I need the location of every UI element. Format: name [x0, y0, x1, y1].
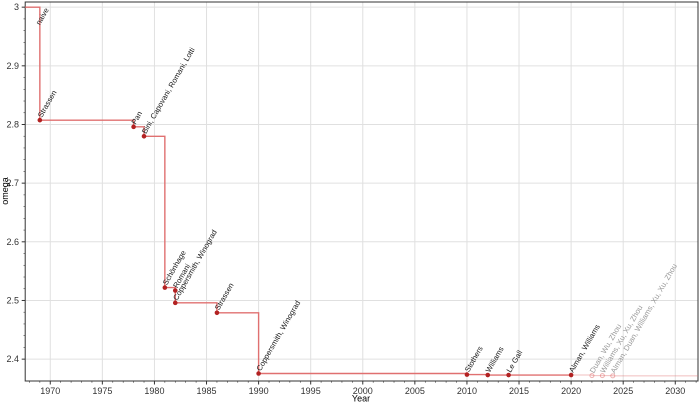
svg-text:1975: 1975: [92, 386, 112, 396]
svg-text:1980: 1980: [144, 386, 164, 396]
svg-text:1995: 1995: [301, 386, 321, 396]
svg-text:2025: 2025: [613, 386, 633, 396]
svg-text:2.4: 2.4: [6, 354, 19, 364]
svg-text:2020: 2020: [561, 386, 581, 396]
svg-text:2015: 2015: [509, 386, 529, 396]
svg-text:omega: omega: [0, 177, 10, 205]
svg-text:2005: 2005: [405, 386, 425, 396]
svg-text:1970: 1970: [40, 386, 60, 396]
svg-text:2.5: 2.5: [6, 296, 19, 306]
svg-text:2010: 2010: [457, 386, 477, 396]
svg-text:2.9: 2.9: [6, 61, 19, 71]
svg-text:Year: Year: [352, 394, 370, 403]
svg-text:2.6: 2.6: [6, 237, 19, 247]
svg-text:3: 3: [14, 2, 19, 12]
svg-text:2.8: 2.8: [6, 120, 19, 130]
svg-text:2030: 2030: [665, 386, 685, 396]
svg-text:1990: 1990: [249, 386, 269, 396]
svg-text:1985: 1985: [197, 386, 217, 396]
